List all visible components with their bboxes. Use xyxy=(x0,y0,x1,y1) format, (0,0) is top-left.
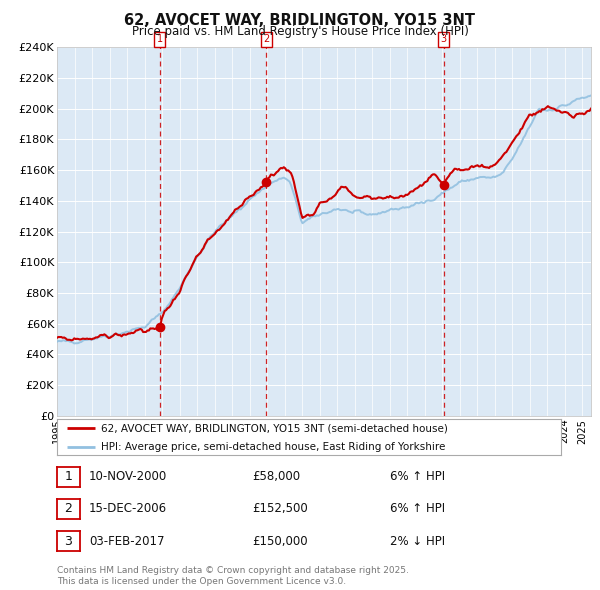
Text: 1: 1 xyxy=(64,470,73,483)
Text: Contains HM Land Registry data © Crown copyright and database right 2025.: Contains HM Land Registry data © Crown c… xyxy=(57,566,409,575)
Text: 6% ↑ HPI: 6% ↑ HPI xyxy=(390,502,445,515)
Text: 3: 3 xyxy=(440,34,447,44)
Text: HPI: Average price, semi-detached house, East Riding of Yorkshire: HPI: Average price, semi-detached house,… xyxy=(101,442,446,453)
Text: 10-NOV-2000: 10-NOV-2000 xyxy=(89,470,167,483)
Text: 2% ↓ HPI: 2% ↓ HPI xyxy=(390,535,445,548)
Text: £152,500: £152,500 xyxy=(252,502,308,515)
Text: 62, AVOCET WAY, BRIDLINGTON, YO15 3NT (semi-detached house): 62, AVOCET WAY, BRIDLINGTON, YO15 3NT (s… xyxy=(101,423,448,433)
Text: 1: 1 xyxy=(157,34,163,44)
Text: This data is licensed under the Open Government Licence v3.0.: This data is licensed under the Open Gov… xyxy=(57,577,346,586)
Text: 62, AVOCET WAY, BRIDLINGTON, YO15 3NT: 62, AVOCET WAY, BRIDLINGTON, YO15 3NT xyxy=(125,13,476,28)
Text: 6% ↑ HPI: 6% ↑ HPI xyxy=(390,470,445,483)
Text: 2: 2 xyxy=(64,502,73,515)
Text: 3: 3 xyxy=(64,535,73,548)
Text: £58,000: £58,000 xyxy=(252,470,300,483)
Text: 03-FEB-2017: 03-FEB-2017 xyxy=(89,535,164,548)
Text: £150,000: £150,000 xyxy=(252,535,308,548)
Text: 15-DEC-2006: 15-DEC-2006 xyxy=(89,502,167,515)
Text: Price paid vs. HM Land Registry's House Price Index (HPI): Price paid vs. HM Land Registry's House … xyxy=(131,25,469,38)
Text: 2: 2 xyxy=(263,34,269,44)
